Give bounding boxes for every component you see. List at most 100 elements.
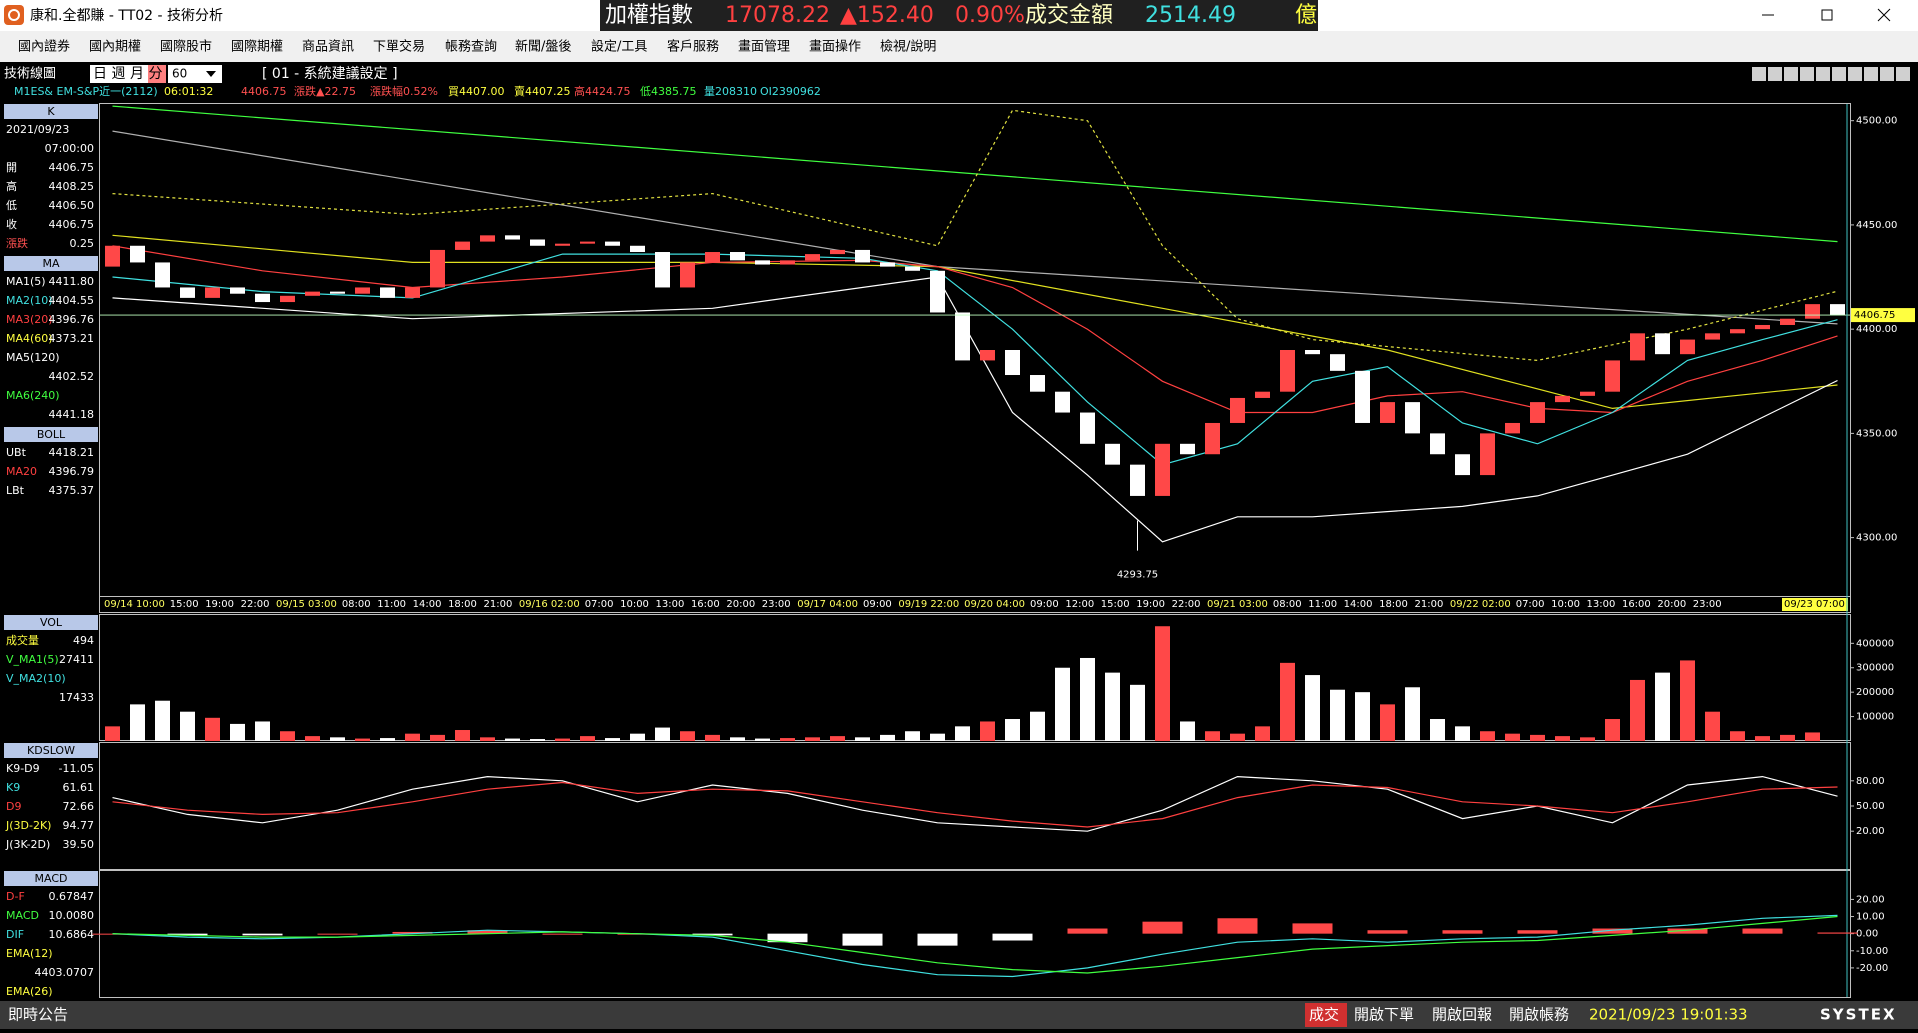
y-tick-label: -20.00: [1856, 963, 1888, 974]
menu-item[interactable]: 新聞/盤後: [515, 39, 571, 55]
status-button[interactable]: 開啟下單: [1354, 1006, 1414, 1024]
volume-bar: [905, 731, 920, 741]
candle: [730, 252, 745, 260]
volume-bar: [1605, 719, 1620, 741]
menu-item[interactable]: 客戶服務: [667, 39, 719, 55]
candle: [855, 250, 870, 263]
tool-button[interactable]: [1784, 67, 1798, 81]
tool-button[interactable]: [1800, 67, 1814, 81]
indicator-line: [113, 110, 1838, 360]
tool-button[interactable]: [1864, 67, 1878, 81]
y-tick-label: 20.00: [1856, 826, 1885, 837]
candle: [1630, 333, 1645, 360]
df-bar: [1518, 930, 1558, 933]
df-bar: [1143, 922, 1183, 934]
setting-name: [ 01 - 系統建議設定 ]: [262, 65, 398, 82]
tool-button[interactable]: [1768, 67, 1782, 81]
quote-field: M1ES& EM-S&P近一(2112): [14, 85, 158, 98]
y-tick-label: 10.00: [1856, 912, 1885, 923]
status-button[interactable]: 成交: [1309, 1006, 1339, 1024]
x-tick-label: 23:00: [1693, 599, 1722, 610]
kd-line: [113, 783, 1838, 828]
side-label: MA20: [6, 465, 37, 478]
volume-bar: [480, 737, 495, 741]
candle: [1430, 433, 1445, 454]
volume-bar: [730, 737, 745, 741]
status-button[interactable]: 開啟回報: [1432, 1006, 1492, 1024]
menu-item[interactable]: 帳務查詢: [445, 39, 497, 55]
side-value: 4403.0707: [35, 966, 95, 979]
candle: [230, 287, 245, 293]
status-button[interactable]: 開啟帳務: [1509, 1006, 1569, 1024]
side-title: VOL: [40, 616, 63, 629]
volume-bar: [705, 735, 720, 741]
menu-item[interactable]: 畫面操作: [809, 39, 861, 55]
side-label: UBt: [6, 446, 27, 459]
tool-button[interactable]: [1832, 67, 1846, 81]
tool-button[interactable]: [1880, 67, 1894, 81]
y-tick-label: 200000: [1856, 687, 1894, 698]
volume-bar: [1380, 704, 1395, 741]
volume-bar: [1105, 673, 1120, 741]
candle: [805, 254, 820, 260]
side-value: 61.61: [63, 781, 95, 794]
candle: [1305, 350, 1320, 354]
volume-bar: [755, 739, 770, 741]
candle: [980, 350, 995, 360]
quote-field: 買4407.00: [448, 85, 505, 98]
candle: [1005, 350, 1020, 375]
volume-bar: [1780, 735, 1795, 741]
indicator-line: [113, 235, 1838, 408]
x-tick-label: 09/16 02:00: [519, 599, 580, 610]
x-tick-label: 11:00: [1308, 599, 1337, 610]
df-bar: [1818, 932, 1858, 933]
menu-item[interactable]: 國際期權: [231, 40, 283, 55]
period-option: 分: [149, 66, 163, 82]
menu-item[interactable]: 設定/工具: [591, 39, 647, 55]
x-tick-label: 08:00: [1273, 599, 1302, 610]
period-option: 月: [130, 66, 144, 82]
side-label: 漲跌: [6, 236, 28, 250]
side-value: 4375.37: [49, 484, 95, 497]
menu-item[interactable]: 檢視/說明: [880, 39, 936, 55]
tool-button[interactable]: [1752, 67, 1766, 81]
y-tick-label: 400000: [1856, 638, 1894, 649]
y-tick-label: 80.00: [1856, 776, 1885, 787]
menu-item[interactable]: 國內期權: [89, 40, 141, 55]
ticker-item: 17078.22: [725, 3, 830, 28]
menu-item[interactable]: 下單交易: [373, 39, 425, 55]
df-bar: [1743, 929, 1783, 934]
quote-field: 低4385.75: [640, 85, 697, 98]
period-option: 週: [112, 66, 126, 82]
x-tick-label: 14:00: [1344, 599, 1373, 610]
menu-item[interactable]: 國際股市: [160, 39, 212, 55]
kd-frame: [100, 743, 1851, 870]
menu-item[interactable]: 商品資訊: [302, 40, 354, 55]
volume-bar: [1580, 737, 1595, 741]
candle: [1605, 360, 1620, 391]
df-bar: [1218, 918, 1258, 933]
candle: [380, 287, 395, 297]
candle: [1205, 423, 1220, 454]
x-tick-label: 19:00: [1136, 599, 1165, 610]
candle: [1280, 350, 1295, 392]
side-label: 成交量: [6, 633, 39, 647]
side-value: 07:00:00: [45, 142, 94, 155]
macd-line: [113, 917, 1838, 974]
menu-item[interactable]: 國內證券: [18, 39, 70, 55]
menu-item[interactable]: 畫面管理: [738, 40, 790, 55]
side-label: MA5(120): [6, 351, 60, 364]
volume-bar: [630, 734, 645, 741]
side-value: 0.67847: [49, 890, 95, 903]
tool-button[interactable]: [1896, 67, 1910, 81]
tool-button[interactable]: [1816, 67, 1830, 81]
status-time: 2021/09/23 19:01:33: [1589, 1006, 1748, 1024]
tool-button[interactable]: [1848, 67, 1862, 81]
x-tick-label: 10:00: [1551, 599, 1580, 610]
volume-bar: [455, 730, 470, 741]
ticker-item: 成交金額: [1025, 3, 1113, 28]
side-label: J(3K-2D): [5, 838, 50, 851]
side-value: -11.05: [59, 762, 94, 775]
candle: [430, 250, 445, 288]
candle: [505, 235, 520, 239]
